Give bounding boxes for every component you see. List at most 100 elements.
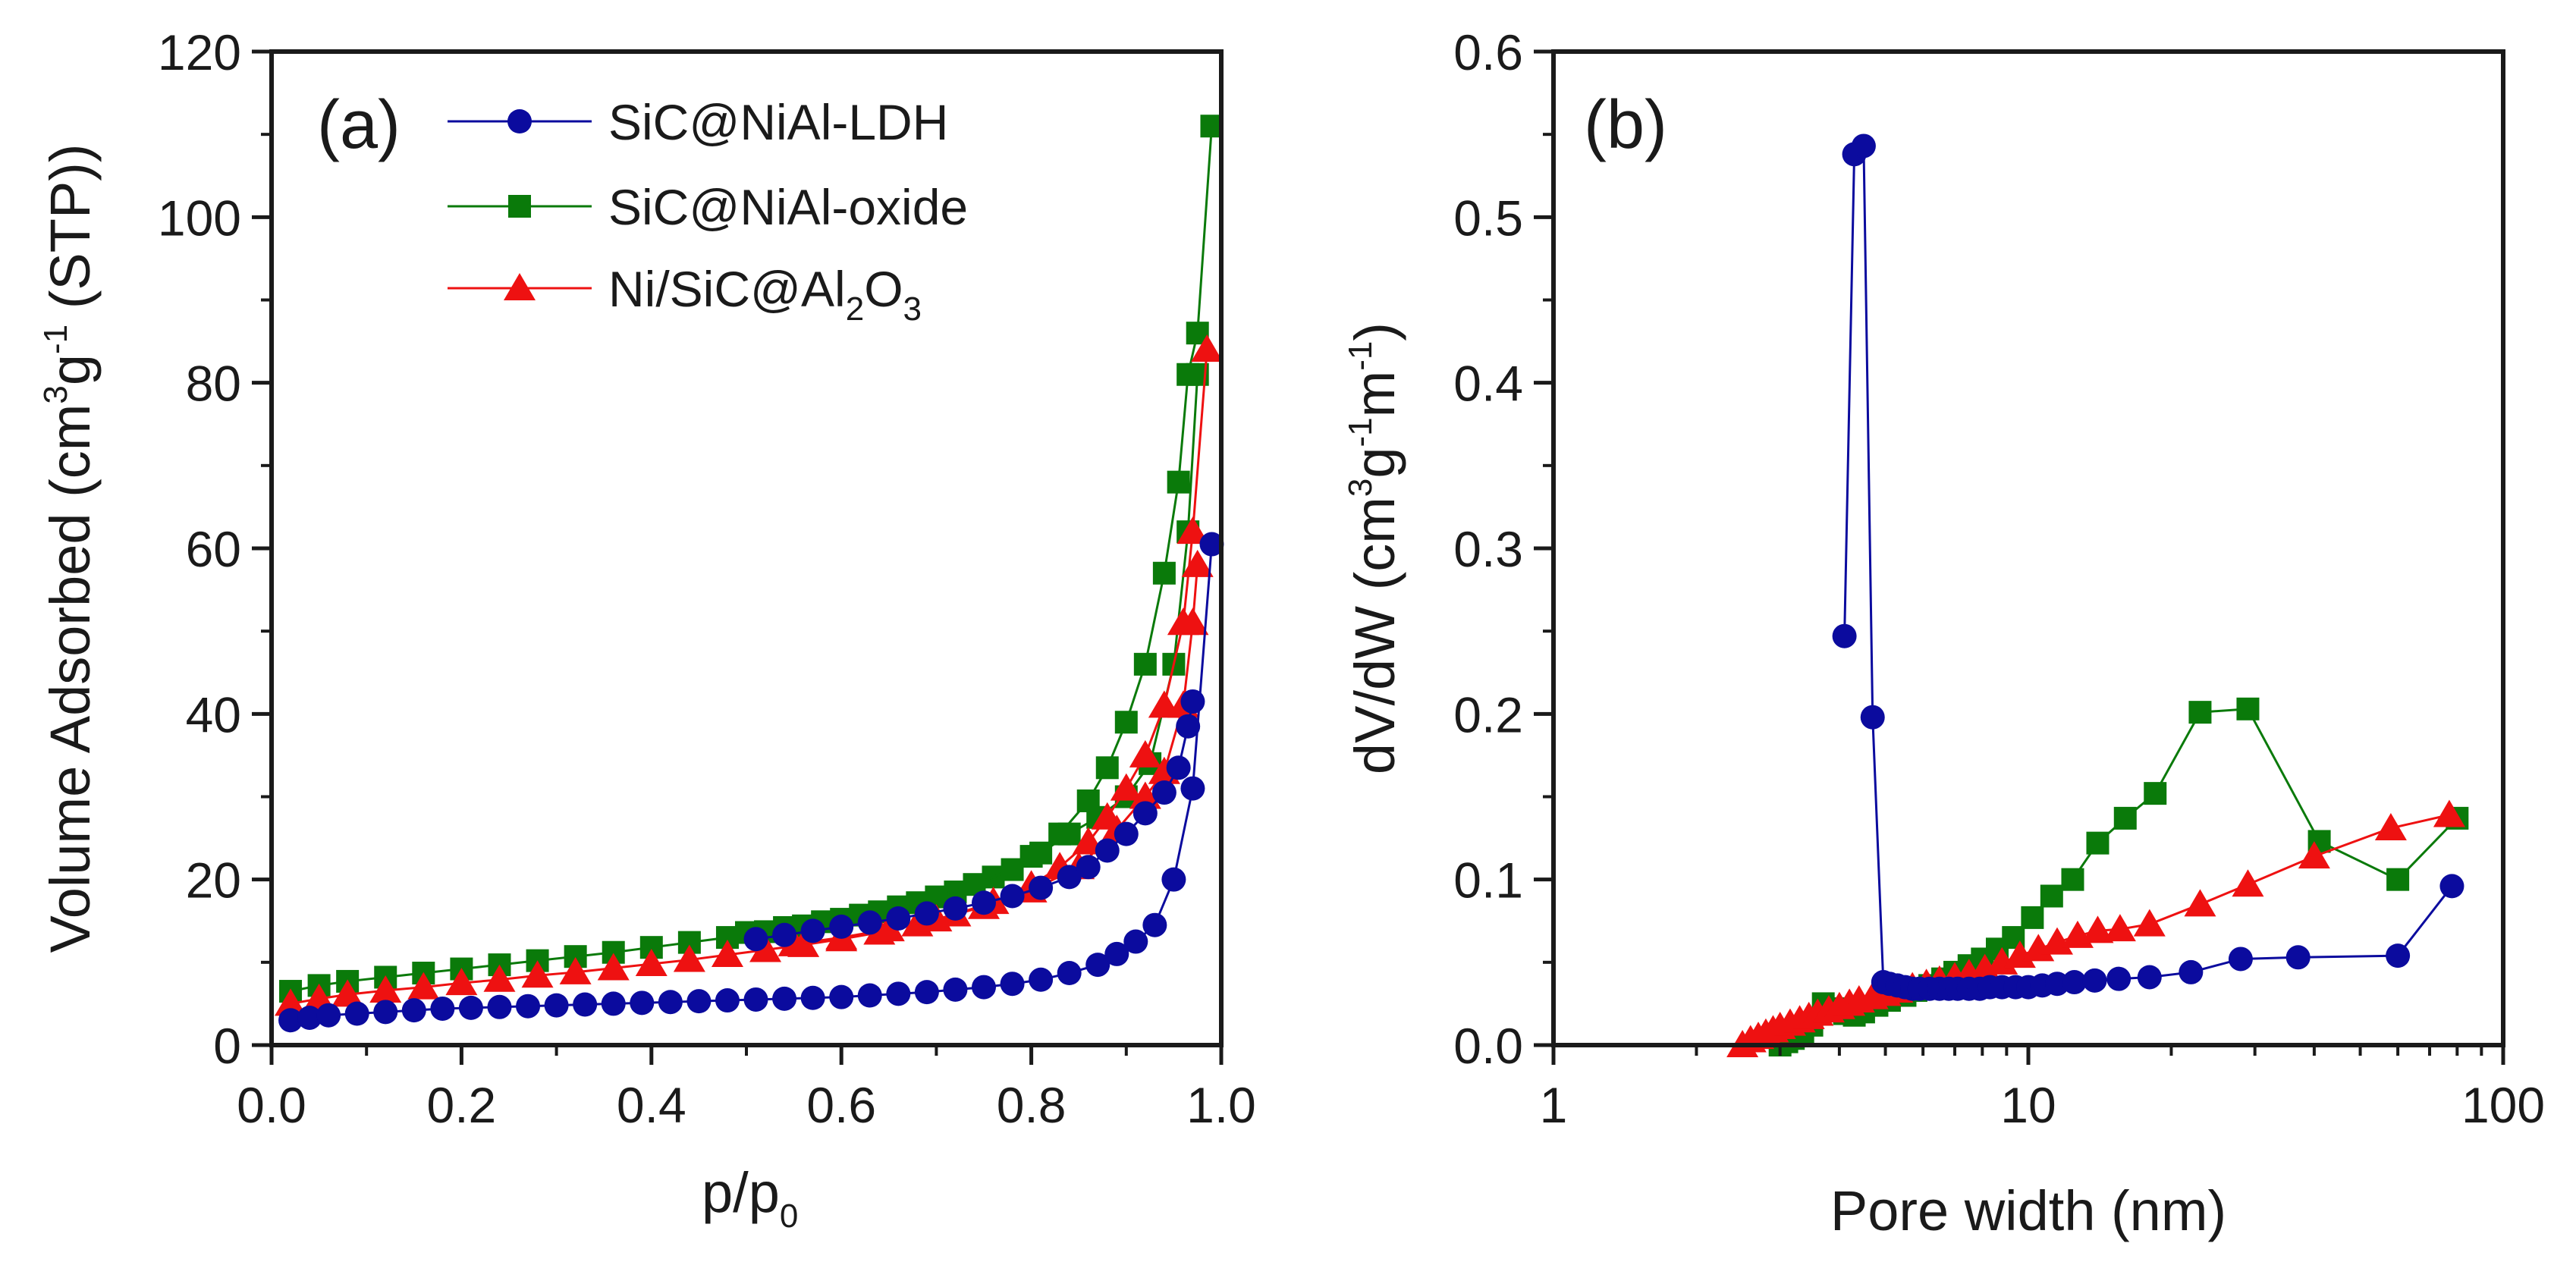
a-series-2-adsorption-point	[772, 986, 797, 1011]
legend-marker-al2o3	[504, 273, 536, 300]
a-ytick-label: 120	[158, 24, 241, 80]
a-series-2-adsorption-point	[829, 984, 854, 1009]
panel-b-ylabel-part: )	[1343, 322, 1406, 341]
panel-b-pore-distribution-chart: 1 10 100 0.0 0.1 0.2 0.3 0.4 0.5 0.6 (b) Pore wid…	[1342, 24, 2545, 1242]
legend-label-al2o3-sub2: 3	[903, 290, 922, 328]
panel-b-ylabel-sup: 3	[1342, 479, 1379, 497]
b-series-0-point	[2386, 868, 2410, 891]
a-series-2-desorption-point	[1166, 755, 1191, 780]
a-series-1-adsorption-point	[1110, 773, 1142, 801]
panel-b-plot-frame	[1551, 49, 2505, 1047]
a-series-2-desorption-point	[943, 896, 968, 921]
a-series-2-desorption-point	[800, 918, 825, 943]
b-series-0-point	[2040, 884, 2063, 908]
b-series-1-point	[2298, 841, 2330, 869]
b-series-2-point	[2137, 965, 2162, 990]
panel-b-x-axis-label: Pore width (nm)	[1830, 1179, 2226, 1242]
a-series-2-desorption-point	[1000, 884, 1025, 909]
a-series-1-adsorption-point	[445, 968, 478, 996]
b-series-0-point	[2086, 831, 2109, 855]
b-series-2-point	[2106, 966, 2131, 991]
legend-label-ldh: SiC@NiAl-LDH	[608, 94, 948, 150]
a-series-2-adsorption-point	[373, 1000, 398, 1025]
a-series-2-adsorption-point	[686, 989, 712, 1014]
a-series-2-adsorption-point	[658, 990, 683, 1015]
a-series-2-adsorption-point	[278, 1008, 303, 1033]
a-series-2-adsorption-point	[344, 1001, 369, 1026]
b-series-1-point	[2433, 799, 2465, 827]
b-series-2-point	[2179, 959, 2204, 984]
b-series-0-point	[2188, 701, 2212, 724]
a-series-0-desorption-point	[1001, 858, 1024, 881]
a-series-2-desorption-point	[972, 890, 996, 915]
a-series-2-desorption-point	[1176, 714, 1201, 739]
b-series-0-point	[2113, 806, 2137, 830]
a-series-0-desorption-point	[1057, 822, 1081, 846]
b-ytick-label: 0.1	[1453, 852, 1523, 909]
a-series-2-adsorption-point	[544, 993, 569, 1018]
panel-b-label: (b)	[1584, 87, 1667, 163]
b-series-2-point	[2062, 970, 2087, 995]
a-series-1-adsorption-line	[290, 349, 1208, 1005]
a-series-2-desorption-point	[1114, 821, 1139, 846]
a-series-2-adsorption-point	[1029, 967, 1054, 992]
a-series-0-adsorption-point	[1152, 561, 1176, 585]
panel-b-y-axis-label: dV/dW (cm3g-1m-1)	[1342, 322, 1406, 774]
panel-a-ylabel-sup: 3	[37, 385, 74, 403]
b-ytick-label: 0.0	[1453, 1018, 1523, 1074]
a-series-1-adsorption-point	[1176, 516, 1209, 545]
a-series-2-adsorption-point	[1199, 532, 1224, 557]
a-series-2-adsorption-point	[630, 990, 655, 1016]
a-series-2-adsorption-point	[914, 980, 939, 1005]
a-series-0-adsorption-point	[1167, 470, 1190, 494]
a-series-2-desorption-point	[743, 927, 768, 952]
a-series-2-adsorption-point	[972, 975, 996, 1000]
b-ytick-label: 0.4	[1453, 356, 1523, 412]
a-series-2-desorption-point	[1029, 875, 1054, 900]
a-series-2-desorption-point	[886, 906, 911, 931]
b-series-0-point	[2061, 868, 2084, 891]
a-series-2-adsorption-point	[800, 985, 825, 1010]
legend-label-oxide: SiC@NiAl-oxide	[608, 179, 968, 235]
panel-a-ticks: 0.0 0.2 0.4 0.6 0.8 1.0 0 20 40 60 80 100 120	[158, 24, 1256, 1133]
a-series-2-desorption-point	[1132, 801, 1158, 826]
a-series-0-adsorption-point	[1095, 756, 1119, 780]
a-series-2-adsorption-point	[297, 1005, 322, 1030]
b-series-2-point	[2285, 945, 2311, 970]
a-series-1-adsorption-point	[483, 964, 516, 992]
b-series-2-point	[2439, 874, 2464, 899]
legend-label-al2o3-sub1: 2	[846, 290, 864, 328]
a-series-2-adsorption-point	[715, 988, 740, 1013]
panel-a-series-layer	[275, 115, 1224, 1033]
a-series-2-desorption-point	[772, 922, 797, 947]
a-series-2-adsorption-point	[886, 981, 911, 1006]
a-series-2-adsorption-point	[573, 992, 598, 1017]
a-ytick-label: 40	[186, 686, 241, 742]
panel-a-y-axis-label: Volume Adsorbed (cm3g-1 (STP))	[37, 143, 102, 953]
panel-a-x-axis-label-sub: 0	[780, 1198, 798, 1235]
legend-marker-ldh	[507, 109, 532, 133]
a-ytick-label: 100	[158, 190, 241, 246]
b-xtick-label: 1	[1540, 1077, 1568, 1133]
b-series-2-point	[1851, 133, 1876, 159]
a-series-2-adsorption-point	[401, 998, 426, 1023]
a-series-2-adsorption-point	[1161, 867, 1186, 892]
panel-a-ylabel-part: Volume Adsorbed (cm	[39, 404, 102, 953]
b-series-2-point	[2082, 968, 2107, 993]
a-xtick-label: 1.0	[1186, 1077, 1256, 1133]
a-series-1-adsorption-point	[749, 934, 782, 962]
panel-a-legend: SiC@NiAl-LDH SiC@NiAl-oxide Ni/SiC@Al2O3	[448, 94, 968, 328]
legend-label-al2o3-mid: O	[864, 261, 903, 317]
panel-a-label: (a)	[317, 87, 401, 163]
panel-b-ylabel-sup: -1	[1342, 341, 1379, 371]
a-xtick-label: 0.2	[427, 1077, 497, 1133]
a-series-1-adsorption-point	[1191, 334, 1224, 362]
b-ytick-label: 0.3	[1453, 521, 1523, 577]
a-series-0-adsorption-point	[1133, 652, 1157, 676]
panel-a-x-axis-label-main: p/p	[702, 1161, 780, 1224]
legend-item-al2o3: Ni/SiC@Al2O3	[448, 261, 922, 328]
b-xtick-label: 10	[2000, 1077, 2056, 1133]
a-xtick-label: 0.4	[617, 1077, 686, 1133]
a-series-2-desorption-point	[1076, 855, 1101, 880]
